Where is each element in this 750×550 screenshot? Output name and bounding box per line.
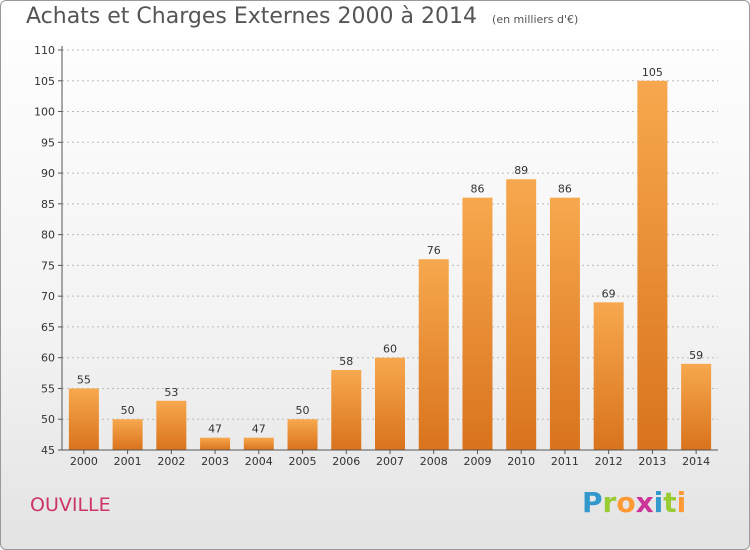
x-tick-label: 2009 bbox=[463, 455, 491, 468]
logo-letter: P bbox=[582, 486, 603, 519]
data-label: 55 bbox=[77, 373, 91, 386]
y-tick-label: 65 bbox=[41, 321, 55, 334]
y-tick-label: 110 bbox=[34, 44, 55, 57]
data-label: 47 bbox=[252, 423, 266, 436]
bar bbox=[200, 437, 231, 450]
x-tick-label: 2005 bbox=[289, 455, 317, 468]
x-tick-label: 2002 bbox=[157, 455, 185, 468]
data-label: 59 bbox=[689, 349, 703, 362]
axes: 45 50 55 60 65 70 75 80 85 90 95 100 105 110 2000 2001 2… bbox=[34, 44, 718, 468]
bar bbox=[418, 259, 449, 450]
data-label: 86 bbox=[470, 183, 484, 196]
y-tick-label: 75 bbox=[41, 259, 55, 272]
data-label: 50 bbox=[296, 404, 310, 417]
x-tick-label: 2000 bbox=[70, 455, 98, 468]
bar bbox=[156, 400, 187, 450]
chart-title: Achats et Charges Externes 2000 à 2014 (… bbox=[26, 4, 578, 29]
y-tick-label: 45 bbox=[41, 444, 55, 457]
y-tick-label: 85 bbox=[41, 198, 55, 211]
x-tick-label: 2010 bbox=[507, 455, 535, 468]
bars: 55 50 53 47 47 50 58 60 76 86 89 86 69 105 59 bbox=[68, 66, 712, 451]
y-tick-label: 80 bbox=[41, 229, 55, 242]
data-label: 105 bbox=[642, 66, 663, 79]
subtitle-text: (en milliers d'€) bbox=[492, 13, 579, 26]
x-tick-label: 2012 bbox=[595, 455, 623, 468]
y-tick-label: 70 bbox=[41, 290, 55, 303]
logo-letter: x bbox=[635, 486, 654, 519]
y-tick-label: 60 bbox=[41, 352, 55, 365]
x-tick-label: 2011 bbox=[551, 455, 579, 468]
x-tick-label: 2007 bbox=[376, 455, 404, 468]
bar bbox=[681, 363, 712, 450]
y-tick-label: 90 bbox=[41, 167, 55, 180]
proxiti-logo: Proxiti bbox=[582, 486, 686, 519]
data-label: 76 bbox=[427, 244, 441, 257]
bar bbox=[331, 370, 362, 450]
x-tick-label: 2013 bbox=[638, 455, 666, 468]
y-tick-label: 100 bbox=[34, 106, 55, 119]
title-text: Achats et Charges Externes 2000 à 2014 bbox=[26, 4, 477, 29]
bar bbox=[287, 419, 318, 450]
bar bbox=[375, 357, 405, 450]
logo-letter: t bbox=[663, 486, 677, 519]
logo-letter: o bbox=[616, 486, 636, 519]
logo-letter: i bbox=[676, 486, 687, 519]
bar bbox=[593, 302, 624, 450]
data-label: 53 bbox=[164, 386, 178, 399]
data-label: 89 bbox=[514, 164, 528, 177]
y-tick-label: 50 bbox=[41, 413, 55, 426]
x-tick-label: 2004 bbox=[245, 455, 273, 468]
x-tick-label: 2008 bbox=[420, 455, 448, 468]
bar bbox=[462, 197, 493, 450]
y-tick-label: 105 bbox=[34, 75, 55, 88]
data-label: 58 bbox=[339, 355, 353, 368]
x-tick-label: 2003 bbox=[201, 455, 229, 468]
logo-letter: i bbox=[653, 486, 664, 519]
y-tick-label: 95 bbox=[41, 136, 55, 149]
bar bbox=[549, 197, 580, 450]
data-label: 60 bbox=[383, 343, 397, 356]
data-label: 50 bbox=[121, 404, 135, 417]
data-label: 86 bbox=[558, 183, 572, 196]
bar bbox=[112, 419, 143, 450]
x-tick-label: 2001 bbox=[114, 455, 142, 468]
bar bbox=[68, 388, 99, 450]
x-tick-label: 2006 bbox=[332, 455, 360, 468]
bar bbox=[506, 179, 537, 450]
data-label: 47 bbox=[208, 423, 222, 436]
bar bbox=[637, 80, 668, 451]
bar bbox=[243, 437, 274, 450]
x-tick-label: 2014 bbox=[682, 455, 710, 468]
data-label: 69 bbox=[602, 287, 616, 300]
y-tick-label: 55 bbox=[41, 382, 55, 395]
commune-name: OUVILLE bbox=[30, 494, 111, 516]
logo-letter: r bbox=[602, 486, 617, 519]
